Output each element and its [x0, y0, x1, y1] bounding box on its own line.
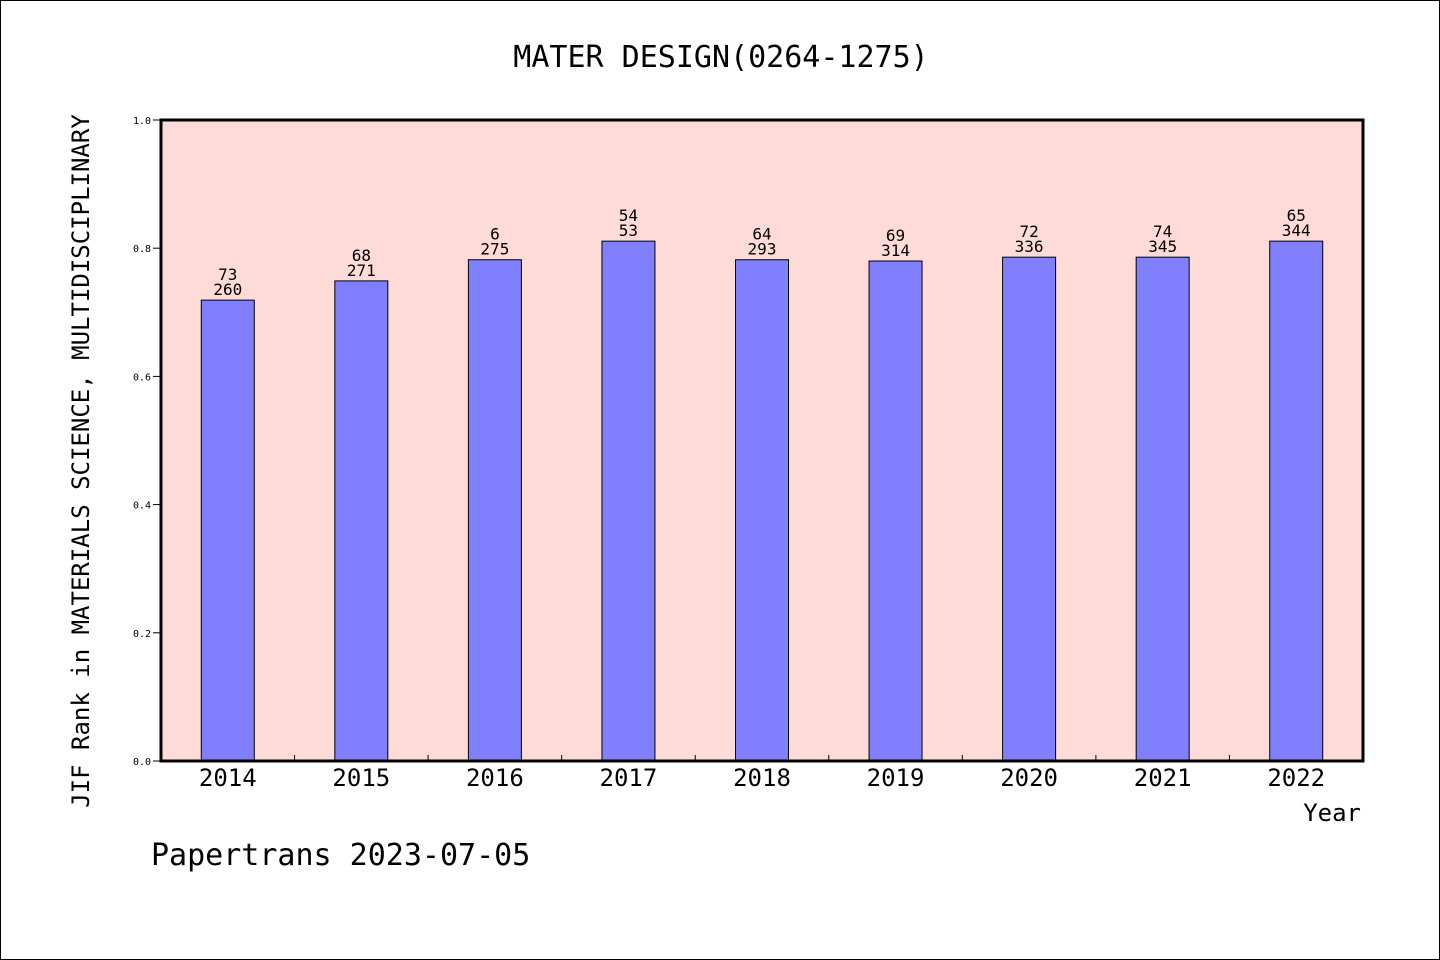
bar-label-bottom-2019: 314 [881, 241, 910, 260]
bar-2019 [868, 260, 923, 762]
plot-border [159, 118, 1365, 763]
x-tick-label-2017: 2017 [600, 764, 658, 792]
bar-label-top-2017: 54 [619, 206, 638, 225]
bars-layer [200, 240, 1324, 762]
bar-label-top-2014: 73 [218, 265, 237, 284]
bar-label-top-2021: 74 [1153, 222, 1172, 241]
y-tick-label: 0.4 [133, 501, 151, 512]
bar-2015 [334, 280, 389, 762]
x-tick-label-2018: 2018 [733, 764, 791, 792]
y-tick-label: 0.6 [133, 372, 151, 383]
ticks-layer: 2014 2015 2016 2017 2018 2019 2020 2021 2022 0.0 0… [133, 116, 1325, 792]
bar-label-bottom-2021: 345 [1148, 237, 1177, 256]
bar-label-top-2015: 68 [352, 246, 371, 265]
bar-2018 [735, 259, 789, 762]
bar-2022 [1269, 240, 1324, 762]
bar-label-top-2018: 64 [752, 225, 771, 244]
x-tick-label-2014: 2014 [199, 764, 257, 792]
x-tick-label-2022: 2022 [1267, 764, 1325, 792]
bar-label-bottom-2015: 271 [347, 261, 376, 280]
y-tick-label: 0.2 [133, 629, 151, 640]
x-tick-label-2020: 2020 [1000, 764, 1058, 792]
x-axis-label: Year [1303, 799, 1361, 827]
bar-label-bottom-2017: 53 [619, 221, 638, 240]
y-axis-label: JIF Rank in MATERIALS SCIENCE, MULTIDISC… [67, 114, 95, 808]
chart-title: MATER DESIGN(0264-1275) [513, 40, 928, 75]
y-tick-label: 0.8 [133, 244, 151, 255]
bar-2020 [1002, 256, 1057, 762]
bar-2017 [601, 240, 656, 762]
bar-label-top-2016: 6 [490, 225, 500, 244]
y-tick-label: 0.0 [133, 757, 151, 768]
bar-2014 [200, 299, 255, 762]
x-tick-label-2015: 2015 [332, 764, 390, 792]
bar-label-bottom-2018: 293 [748, 240, 777, 259]
bar-label-bottom-2022: 344 [1282, 221, 1311, 240]
x-tick-label-2016: 2016 [466, 764, 524, 792]
watermark-text: Papertrans 2023-07-05 [151, 838, 530, 873]
x-tick-label-2021: 2021 [1134, 764, 1192, 792]
bar-label-bottom-2014: 260 [213, 280, 242, 299]
bar-2021 [1135, 256, 1190, 762]
bar-label-top-2020: 72 [1019, 222, 1038, 241]
bar-label-top-2022: 65 [1287, 206, 1306, 225]
bar-2016 [467, 259, 522, 762]
y-tick-label: 1.0 [133, 116, 151, 127]
x-tick-label-2019: 2019 [867, 764, 925, 792]
bar-label-top-2019: 69 [886, 226, 905, 245]
bar-label-bottom-2020: 336 [1015, 237, 1044, 256]
bar-label-bottom-2016: 275 [480, 240, 509, 259]
